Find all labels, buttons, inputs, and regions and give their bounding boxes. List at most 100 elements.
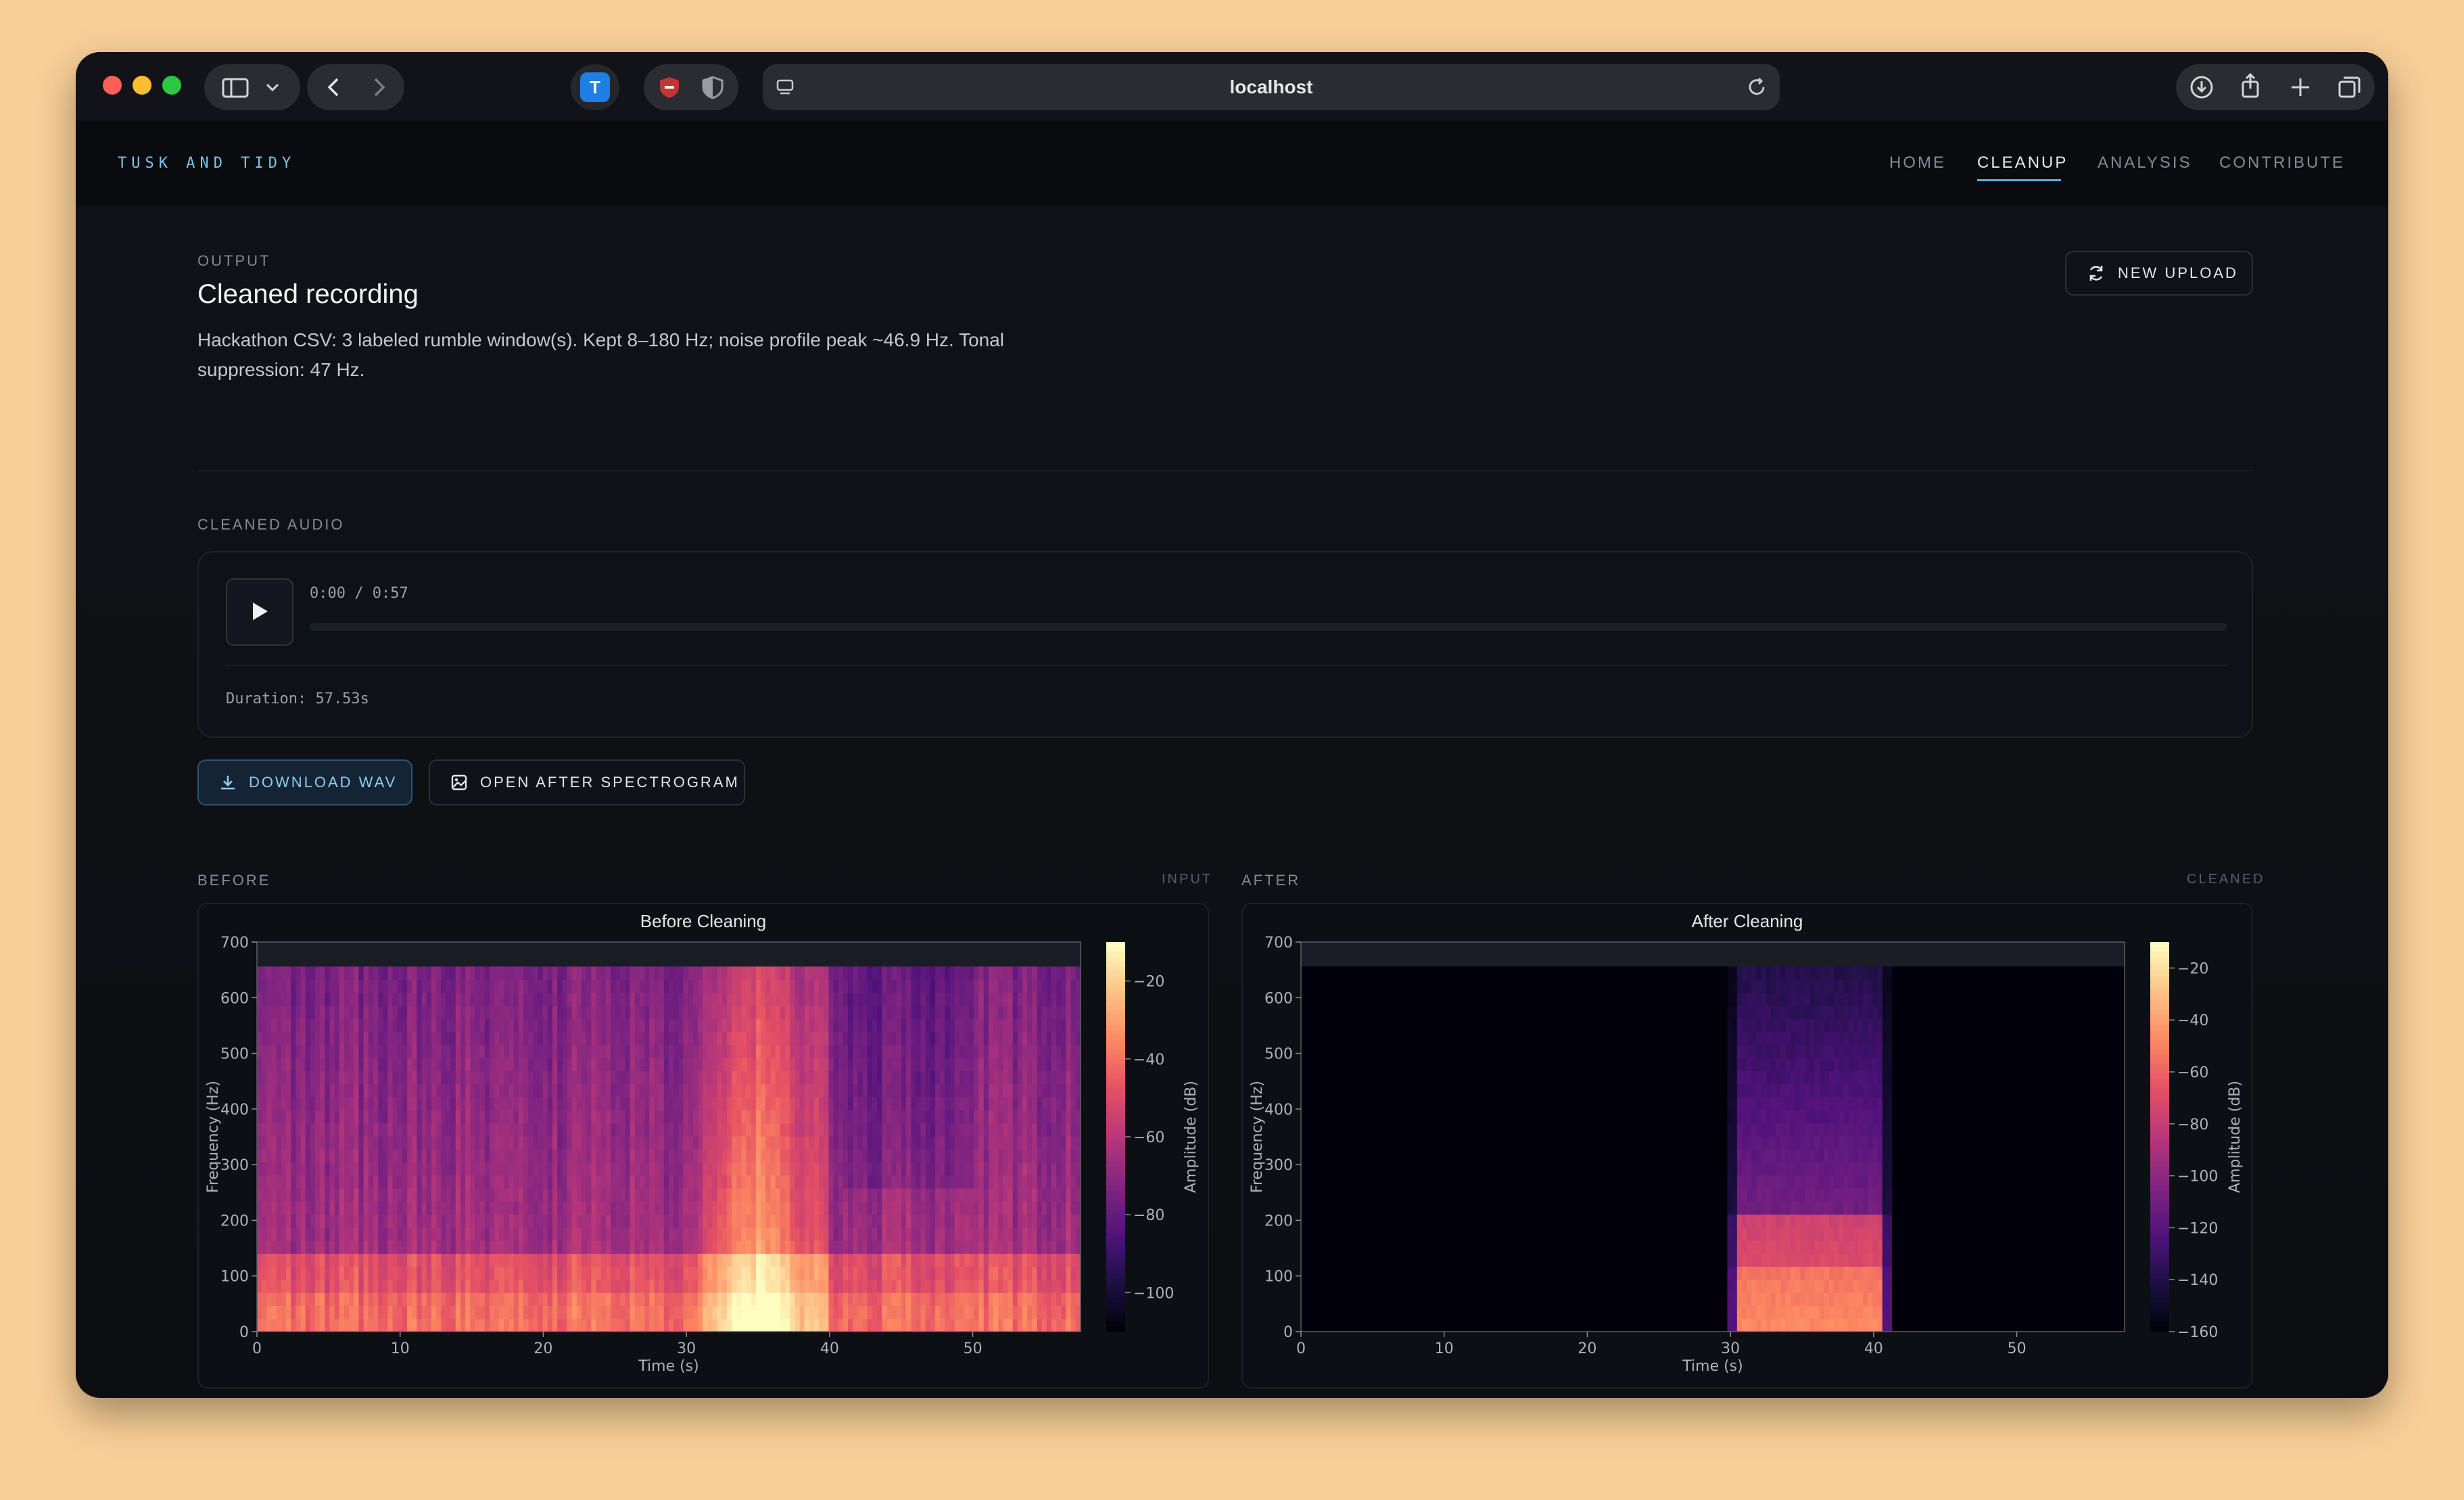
download-icon[interactable] xyxy=(2189,75,2214,99)
heatmap-cell xyxy=(862,966,868,981)
heatmap-cell xyxy=(959,1071,965,1085)
heatmap-cell xyxy=(697,1318,703,1332)
sidebar-toggle-group[interactable] xyxy=(204,64,300,110)
heatmap-cell xyxy=(266,1031,273,1046)
heatmap-cell xyxy=(354,1149,360,1163)
nav-home[interactable]: HOME xyxy=(1889,154,1946,172)
heatmap-cell xyxy=(920,1044,926,1058)
heatmap-cell xyxy=(819,1240,824,1254)
heatmap-cell xyxy=(669,1149,674,1163)
heatmap-cell xyxy=(862,1175,868,1189)
heatmap-cell xyxy=(300,1031,306,1046)
share-icon[interactable] xyxy=(2238,72,2262,99)
heatmap-cell xyxy=(262,1096,267,1110)
shield-block-icon[interactable] xyxy=(657,75,682,99)
minimize-window-button[interactable] xyxy=(133,76,151,95)
heatmap-cell xyxy=(620,1214,626,1228)
heatmap-cell xyxy=(538,1240,544,1254)
heatmap-cell xyxy=(663,1227,669,1241)
heatmap-cell xyxy=(576,1266,582,1280)
zoom-window-button[interactable] xyxy=(162,76,181,95)
heatmap-cell xyxy=(640,1201,645,1215)
close-window-button[interactable] xyxy=(103,76,122,95)
heatmap-cell xyxy=(746,1162,752,1176)
heatmap-cell xyxy=(780,1175,786,1189)
heatmap-cell xyxy=(998,1279,1003,1293)
sidebar-icon[interactable] xyxy=(222,78,249,98)
heatmap-cell xyxy=(567,1096,573,1110)
seek-bar[interactable] xyxy=(310,623,2227,631)
heatmap-cell xyxy=(828,1175,834,1189)
heatmap-cell xyxy=(620,1175,626,1189)
brand-logo[interactable]: TUSK AND TIDY xyxy=(118,155,296,172)
heatmap-cell xyxy=(605,1096,611,1110)
new-upload-button[interactable]: NEW UPLOAD xyxy=(2065,251,2253,296)
heatmap-cell xyxy=(901,1318,907,1332)
tab-overview-icon[interactable] xyxy=(2337,75,2361,99)
download-wav-button[interactable]: DOWNLOAD WAV xyxy=(197,759,412,805)
heatmap-cell xyxy=(940,1149,945,1163)
heatmap-cell xyxy=(688,1188,694,1202)
open-after-spectrogram-button[interactable]: OPEN AFTER SPECTROGRAM xyxy=(429,759,745,805)
heatmap-cell xyxy=(736,1279,742,1293)
play-button[interactable] xyxy=(226,578,293,646)
heatmap-cell xyxy=(354,1214,360,1228)
heatmap-cell xyxy=(300,966,306,981)
heatmap-cell xyxy=(630,1110,636,1124)
forward-icon[interactable] xyxy=(368,76,389,98)
heatmap-cell xyxy=(441,992,447,1006)
heatmap-cell xyxy=(790,1083,795,1098)
chevron-down-icon[interactable] xyxy=(265,82,280,93)
heatmap-cell xyxy=(920,1175,926,1189)
heatmap-cell xyxy=(630,1214,636,1228)
heatmap-cell xyxy=(809,1110,815,1124)
heatmap-cell xyxy=(1056,1227,1062,1241)
shield-icon[interactable] xyxy=(701,75,725,99)
heatmap-cell xyxy=(412,1018,418,1033)
heatmap-cell xyxy=(1056,1110,1062,1124)
heatmap-cell xyxy=(983,1227,989,1241)
heatmap-cell xyxy=(799,1149,805,1163)
heatmap-cell xyxy=(334,1018,340,1033)
heatmap-cell xyxy=(790,1305,795,1319)
heatmap-cell xyxy=(625,1292,631,1307)
heatmap-cell xyxy=(582,1318,587,1332)
heatmap-cell xyxy=(562,1266,568,1280)
heatmap-cell xyxy=(441,1188,447,1202)
heatmap-cell xyxy=(1017,1044,1023,1058)
heatmap-cell xyxy=(605,1188,611,1202)
heatmap-cell xyxy=(1301,1044,1306,1058)
heatmap-cell xyxy=(828,966,834,981)
heatmap-cell xyxy=(654,1006,660,1019)
heatmap-cell xyxy=(1012,966,1018,981)
heatmap-cell xyxy=(615,1305,621,1319)
heatmap-cell xyxy=(528,1201,534,1215)
heatmap-cell xyxy=(697,1123,703,1137)
extension-tp-button[interactable]: T xyxy=(571,64,619,110)
heatmap-cell xyxy=(1051,1227,1057,1241)
heatmap-cell xyxy=(755,1266,761,1280)
heatmap-cell xyxy=(489,1201,495,1215)
heatmap-cell xyxy=(901,1031,907,1046)
address-bar[interactable]: localhost xyxy=(763,64,1780,110)
nav-contribute[interactable]: CONTRIBUTE xyxy=(2219,154,2345,172)
page-menu-icon[interactable] xyxy=(776,79,794,95)
heatmap-cell xyxy=(799,1227,805,1241)
nav-cleanup[interactable]: CLEANUP xyxy=(1977,154,2068,172)
new-tab-icon[interactable] xyxy=(2288,75,2313,99)
heatmap-cell xyxy=(795,1188,801,1202)
heatmap-cell xyxy=(765,1305,772,1319)
heatmap-cell xyxy=(872,1123,878,1137)
reload-icon[interactable] xyxy=(1746,76,1768,98)
heatmap-cell xyxy=(334,1123,340,1137)
back-icon[interactable] xyxy=(323,76,345,98)
heatmap-cell xyxy=(920,1162,926,1176)
heatmap-cell xyxy=(378,1266,383,1280)
heatmap-cell xyxy=(479,1006,485,1019)
heatmap-cell xyxy=(567,1175,573,1189)
heatmap-cell xyxy=(1051,1253,1057,1267)
nav-analysis[interactable]: ANALYSIS xyxy=(2098,154,2192,172)
heatmap-cell xyxy=(683,1110,689,1124)
heatmap-cell xyxy=(542,1175,548,1189)
heatmap-cell xyxy=(615,979,621,993)
